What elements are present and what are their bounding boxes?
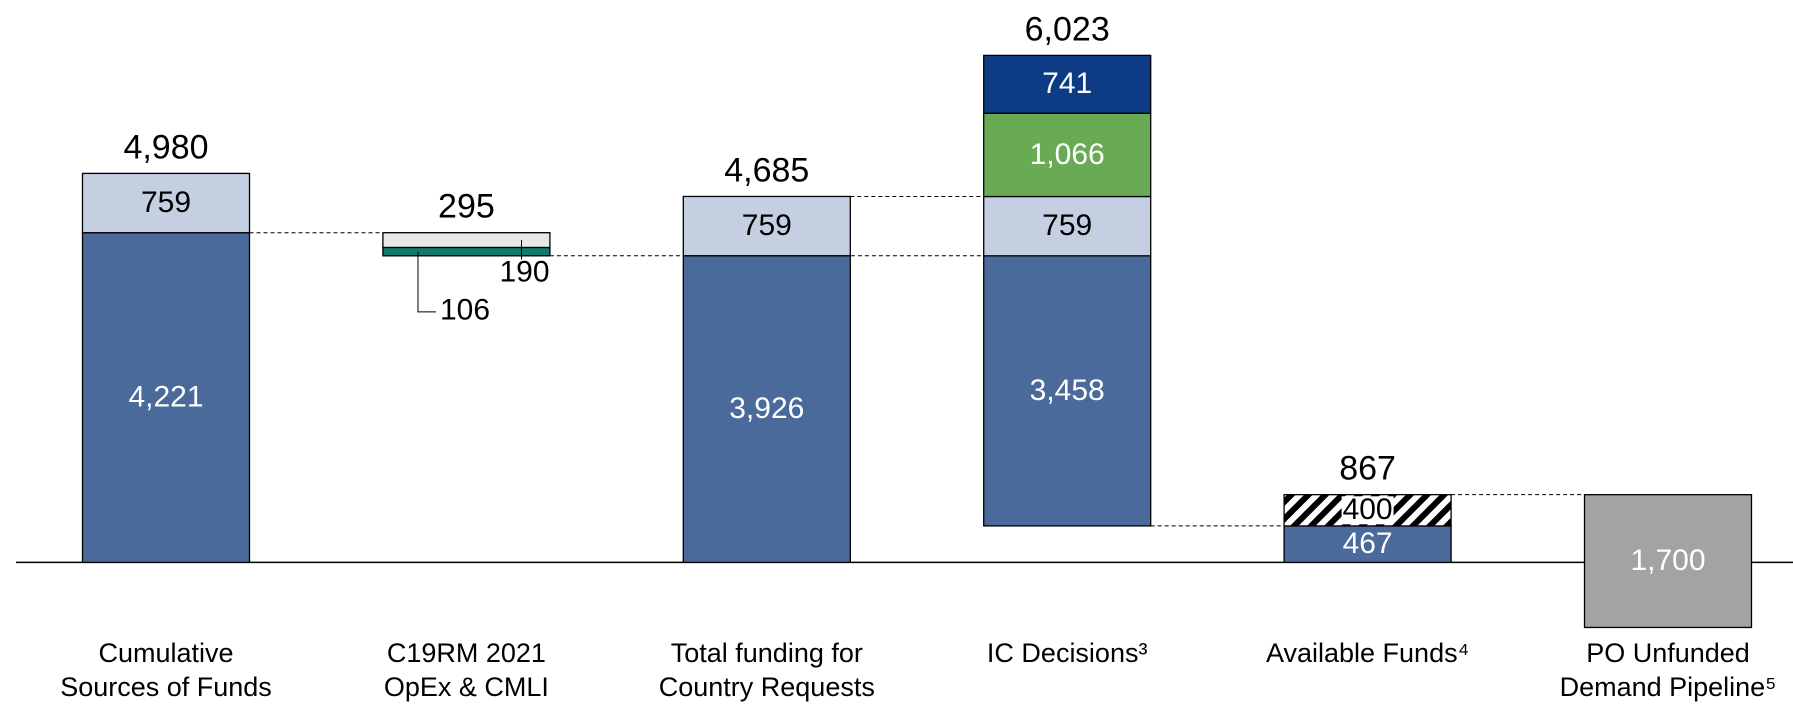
bar-segment — [983, 54, 1152, 114]
leader-line — [417, 251, 436, 313]
bar-segment — [983, 255, 1152, 527]
value-label: 1,066 — [1030, 138, 1105, 171]
bar-segment — [983, 112, 1152, 198]
category-label: PO Unfunded — [1586, 638, 1750, 668]
category-label: Country Requests — [659, 672, 875, 702]
value-label: 3,926 — [729, 392, 804, 425]
bar-segment — [81, 172, 251, 234]
bar-segment — [382, 246, 551, 257]
value-label: 759 — [742, 209, 792, 242]
bar-segment — [682, 255, 851, 564]
category-label: Demand Pipeline⁵ — [1560, 672, 1777, 702]
label-box — [1341, 496, 1394, 525]
category-label: C19RM 2021 — [387, 638, 546, 668]
total-label: 6,023 — [1025, 10, 1110, 48]
value-label: 190 — [500, 255, 550, 288]
bar-segment — [81, 232, 251, 564]
bar-segment — [1283, 525, 1452, 564]
category-label: OpEx & CMLI — [384, 672, 549, 702]
total-label: 4,685 — [724, 151, 809, 189]
value-label: 759 — [141, 186, 191, 219]
value-label: 467 — [1343, 527, 1393, 560]
category-label: IC Decisions³ — [987, 638, 1148, 668]
bar-segment — [1583, 494, 1753, 629]
total-label: 295 — [438, 188, 495, 226]
bar-segment — [983, 195, 1152, 257]
bar-segment — [682, 195, 851, 257]
total-label: 4,980 — [123, 128, 208, 166]
value-label: 4,221 — [128, 380, 203, 413]
category-label: Total funding for — [671, 638, 863, 668]
category-label: Sources of Funds — [60, 672, 272, 702]
value-label: 741 — [1042, 67, 1092, 100]
value-label: 759 — [1042, 209, 1092, 242]
value-label: 1,700 — [1630, 544, 1705, 577]
value-label: 106 — [440, 294, 490, 327]
category-label: Available Funds⁴ — [1266, 638, 1469, 668]
value-label: 3,458 — [1030, 374, 1105, 407]
category-label: Cumulative — [98, 638, 233, 668]
value-label: 400 — [1343, 493, 1393, 526]
bar-segment — [382, 232, 551, 249]
total-label: 867 — [1339, 450, 1396, 488]
